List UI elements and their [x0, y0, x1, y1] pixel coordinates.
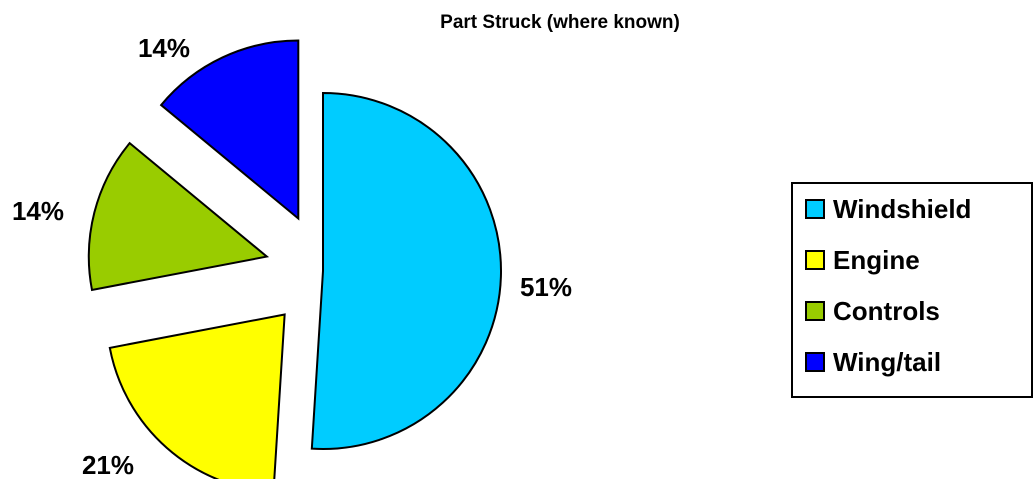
pie-slices: [87, 39, 502, 479]
data-label-controls: 14%: [12, 196, 64, 226]
legend-item: Engine: [805, 245, 920, 275]
legend-label: Engine: [833, 245, 920, 275]
pie-slice-controls: [87, 141, 270, 292]
legend-item: Wing/tail: [805, 347, 941, 377]
chart-title: Part Struck (where known): [440, 12, 680, 33]
legend-label: Controls: [833, 296, 940, 326]
data-label-windshield: 51%: [520, 272, 572, 302]
legend-swatch: [805, 199, 825, 219]
data-label-engine: 21%: [82, 450, 134, 479]
legend-label: Windshield: [833, 194, 971, 224]
legend-swatch: [805, 301, 825, 321]
legend-item: Windshield: [805, 194, 971, 224]
legend-swatch: [805, 352, 825, 372]
pie-slice-wing-tail: [159, 39, 300, 221]
data-label-wing-tail: 14%: [138, 33, 190, 63]
legend-swatch: [805, 250, 825, 270]
pie-data-labels: 51% 21% 14% 14%: [12, 33, 572, 479]
legend-item: Controls: [805, 296, 940, 326]
legend-frame: [791, 182, 1033, 398]
legend: Windshield Engine Controls Wing/tail: [791, 182, 1033, 398]
legend-label: Wing/tail: [833, 347, 941, 377]
pie-slice-windshield: [310, 91, 502, 450]
pie-slice-engine: [108, 313, 286, 479]
